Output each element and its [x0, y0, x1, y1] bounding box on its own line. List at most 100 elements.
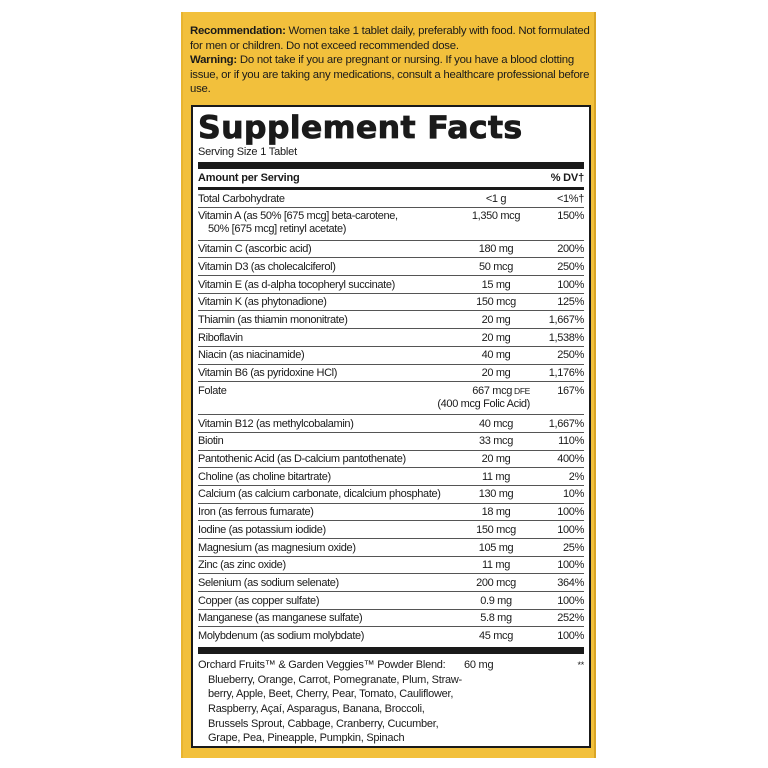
nutrient-name: Folate	[198, 385, 390, 414]
amount-note: (400 mcg Folic Acid)	[437, 397, 530, 410]
nutrient-table: Total Carbohydrate <1 g <1%† Vitamin A (as …	[198, 190, 584, 645]
amount-text: 20 mg	[481, 453, 511, 466]
nutrient-name-text: Zinc (as zinc oxide)	[198, 559, 286, 572]
nutrient-row: Riboflavin 20 mg 1,538%	[198, 329, 584, 347]
nutrient-name: Vitamin B12 (as methylcobalamin)	[198, 418, 454, 431]
amount-text: 45 mcg	[479, 629, 513, 642]
nutrient-name: Vitamin K (as phytonadione)	[198, 296, 454, 309]
nutrient-name-text: Vitamin A (as 50% [675 mcg] beta-caroten…	[198, 210, 398, 223]
nutrient-dv: <1%†	[556, 192, 584, 205]
nutrient-row: Vitamin B6 (as pyridoxine HCl) 20 mg 1,176…	[198, 365, 584, 383]
nutrient-name-text: Vitamin B6 (as pyridoxine HCl)	[198, 367, 338, 379]
amount-text: 33 mcg	[479, 435, 513, 448]
nutrient-dv: 100%	[557, 594, 584, 607]
divider-thick	[198, 647, 584, 655]
nutrient-name-text: Vitamin D3 (as cholecalciferol)	[198, 260, 336, 273]
nutrient-row: Calcium (as calcium carbonate, dicalcium…	[198, 486, 584, 504]
blend-dv: **	[577, 660, 584, 671]
nutrient-name-text: Riboflavin	[198, 331, 243, 344]
recommendation-text: Women take 1 tablet daily, preferably wi…	[190, 25, 590, 52]
nutrient-dv: 2%	[568, 470, 585, 483]
amount-unit-suffix: DFE	[512, 385, 530, 396]
nutrient-name: Vitamin E (as d-alpha tocopheryl succina…	[198, 279, 454, 292]
nutrient-dv: 250%	[557, 349, 584, 362]
amount-text: 15 mg	[481, 278, 511, 291]
amount-text: 105 mg	[478, 541, 514, 554]
nutrient-name-text: Calcium (as calcium carbonate, dicalcium…	[198, 488, 441, 501]
nutrient-row: Vitamin D3 (as cholecalciferol) 50 mcg 250…	[198, 258, 584, 277]
blend-amount: 60 mg	[464, 659, 494, 672]
nutrient-amount: 11 mg	[454, 471, 538, 484]
amount-text: 20 mg	[481, 331, 511, 344]
nutrient-name: Copper (as copper sulfate)	[198, 595, 454, 608]
nutrient-name-line2: 50% [675 mcg] retinyl acetate)	[208, 223, 347, 236]
nutrient-name: Iodine (as potassium iodide)	[198, 524, 454, 537]
nutrient-amount: 667 mcg DFE (400 mcg Folic Acid)	[390, 385, 538, 414]
nutrient-name-text: Selenium (as sodium selenate)	[198, 576, 339, 589]
nutrient-name: Magnesium (as magnesium oxide)	[198, 542, 454, 555]
nutrient-dv: 100%	[557, 559, 584, 572]
supplement-facts-panel: Supplement Facts Serving Size 1 Tablet A…	[191, 105, 591, 748]
nutrient-amount: 150 mcg	[454, 524, 538, 537]
nutrient-dv: 100%	[557, 523, 584, 536]
amount-text: 1,350 mcg	[471, 210, 521, 223]
blend-name: Orchard Fruits™ & Garden Veggies™ Powder…	[198, 659, 446, 672]
nutrient-amount: 15 mg	[454, 279, 538, 292]
divider-thick	[198, 162, 584, 169]
nutrient-amount: 50 mcg	[454, 261, 538, 274]
nutrient-row: Vitamin E (as d-alpha tocopheryl succina…	[198, 276, 584, 294]
nutrient-dv: 25%	[563, 541, 584, 554]
nutrient-dv: 1,538%	[548, 331, 585, 344]
nutrient-name-text: Vitamin B12 (as methylcobalamin)	[198, 417, 354, 430]
nutrient-name-text: Folate	[198, 384, 227, 397]
nutrient-row: Vitamin B12 (as methylcobalamin) 40 mcg 1,…	[198, 415, 584, 433]
facts-header: Amount per Serving % DV†	[198, 169, 584, 187]
nutrient-amount: 20 mg	[454, 314, 538, 327]
amount-text: 150 mcg	[476, 296, 516, 309]
nutrient-dv: 110%	[558, 435, 584, 448]
nutrient-name: Riboflavin	[198, 332, 454, 345]
amount-text: 11 mg	[481, 470, 510, 483]
nutrient-name-text: Total Carbohydrate	[198, 192, 285, 205]
amount-text: 0.9 mg	[480, 594, 512, 607]
nutrient-name: Calcium (as calcium carbonate, dicalcium…	[198, 488, 454, 501]
nutrient-name: Pantothenic Acid (as D-calcium pantothen…	[198, 453, 454, 466]
nutrient-amount: 1,350 mcg	[454, 210, 538, 239]
nutrient-amount: 5.8 mg	[454, 612, 538, 625]
nutrient-dv: 100%	[557, 506, 584, 519]
nutrient-row: Total Carbohydrate <1 g <1%†	[198, 190, 584, 208]
nutrient-name-text: Copper (as copper sulfate)	[198, 594, 320, 607]
nutrient-row: Magnesium (as magnesium oxide) 105 mg 25%	[198, 539, 584, 557]
nutrient-name: Vitamin A (as 50% [675 mcg] beta-caroten…	[198, 210, 454, 239]
nutrient-dv: 364%	[557, 576, 584, 589]
warning-text: Do not take if you are pregnant or nursi…	[190, 54, 590, 96]
nutrient-name-text: Niacin (as niacinamide)	[198, 349, 305, 362]
nutrient-amount: 40 mcg	[454, 418, 538, 431]
nutrient-row: Iron (as ferrous fumarate) 18 mg 100%	[198, 504, 584, 522]
nutrient-amount: 20 mg	[454, 453, 538, 466]
amount-text: 40 mcg	[479, 417, 513, 430]
nutrient-name: Selenium (as sodium selenate)	[198, 577, 454, 590]
nutrient-row: Iodine (as potassium iodide) 150 mcg 100%	[198, 521, 584, 539]
nutrient-amount: 20 mg	[454, 332, 538, 345]
amount-text: 130 mg	[478, 488, 514, 501]
amount-text: 5.8 mg	[480, 612, 512, 625]
usage-info: Recommendation: Women take 1 tablet dail…	[190, 24, 590, 97]
amount-text: 18 mg	[481, 506, 511, 519]
nutrient-amount: 0.9 mg	[454, 595, 538, 608]
nutrient-row: Niacin (as niacinamide) 40 mg 250%	[198, 347, 584, 365]
nutrient-row: Molybdenum (as sodium molybdate) 45 mcg 10…	[198, 627, 584, 645]
nutrient-amount: 150 mcg	[454, 296, 538, 309]
serving-size: Serving Size 1 Tablet	[198, 146, 297, 158]
nutrient-row: Pantothenic Acid (as D-calcium pantothen…	[198, 451, 584, 469]
nutrient-name-text: Iodine (as potassium iodide)	[198, 523, 326, 536]
nutrient-amount: 130 mg	[454, 488, 538, 501]
nutrient-name: Total Carbohydrate	[198, 193, 454, 206]
nutrient-name: Vitamin C (ascorbic acid)	[198, 243, 454, 256]
amount-text: 20 mg	[481, 313, 511, 326]
nutrient-name-text: Vitamin C (ascorbic acid)	[198, 243, 312, 256]
nutrient-row: Folate 667 mcg DFE (400 mcg Folic Acid) 167…	[198, 382, 584, 416]
nutrient-row: Copper (as copper sulfate) 0.9 mg 100%	[198, 592, 584, 610]
facts-title: Supplement Facts	[198, 110, 523, 146]
amount-text: 20 mg	[481, 367, 511, 379]
